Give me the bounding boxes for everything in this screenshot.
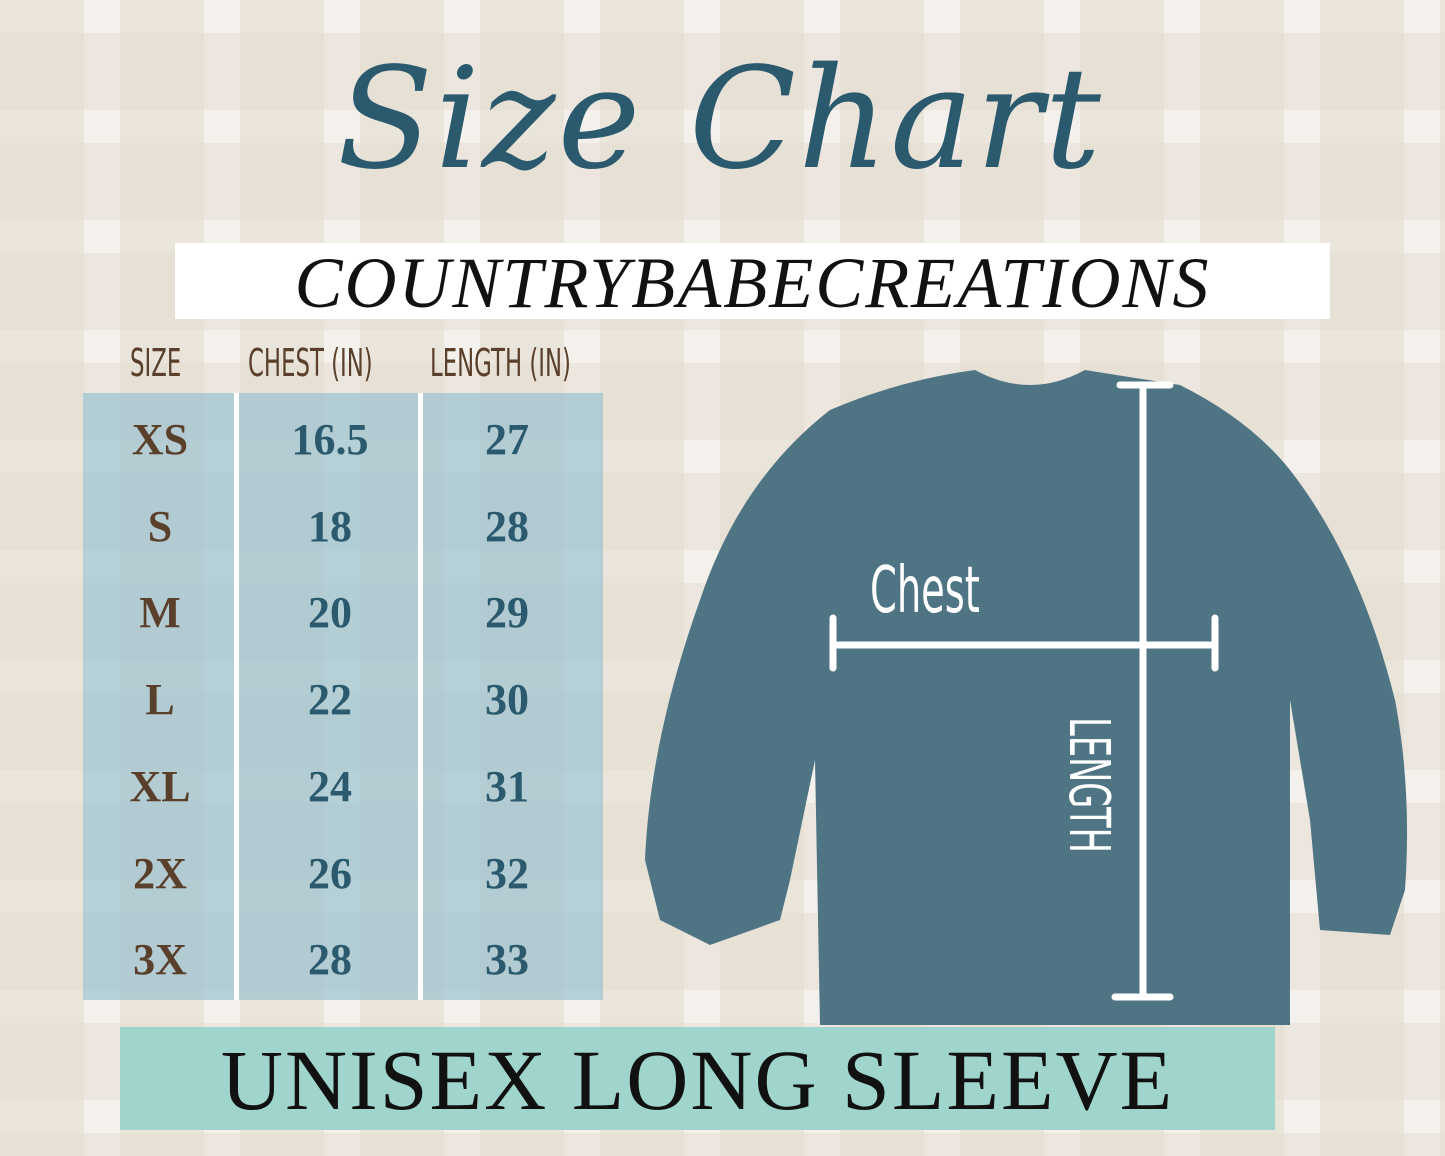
length-label: LENGTH — [1056, 717, 1121, 853]
cell-chest: 26 — [308, 848, 352, 898]
size-table — [83, 393, 603, 1000]
cell-chest: 18 — [308, 501, 352, 551]
product-banner: UNISEX LONG SLEEVE — [120, 1027, 1275, 1130]
column-divider — [418, 393, 423, 1000]
cell-chest: 28 — [308, 935, 352, 985]
cell-length: 29 — [485, 588, 529, 638]
cell-size: 2X — [133, 848, 187, 898]
chest-label: Chest — [870, 554, 980, 628]
header-chest: CHEST (IN) — [248, 341, 373, 385]
cell-length: 32 — [485, 848, 529, 898]
cell-size: L — [145, 675, 175, 725]
brand-name: COUNTRYBABECREATIONS — [175, 243, 1330, 323]
cell-chest: 22 — [308, 675, 352, 725]
cell-length: 28 — [485, 501, 529, 551]
cell-length: 33 — [485, 935, 529, 985]
cell-size: XS — [131, 415, 189, 464]
cell-size: 3X — [133, 935, 187, 985]
header-size: SIZE — [130, 341, 182, 385]
cell-chest: 16.5 — [291, 415, 369, 464]
cell-length: 27 — [485, 415, 529, 464]
cell-size: M — [139, 588, 181, 638]
long-sleeve-shirt-icon — [645, 370, 1408, 1025]
cell-size: S — [147, 501, 173, 551]
column-divider — [234, 393, 239, 1000]
cell-chest: 24 — [308, 761, 352, 811]
cell-size: XL — [129, 761, 191, 811]
cell-length: 30 — [485, 675, 529, 725]
page-title: Size Chart — [337, 38, 1103, 201]
cell-chest: 20 — [308, 588, 352, 638]
header-length: LENGTH (IN) — [430, 341, 571, 385]
cell-length: 31 — [485, 761, 529, 811]
measurement-lines — [829, 381, 1219, 1001]
